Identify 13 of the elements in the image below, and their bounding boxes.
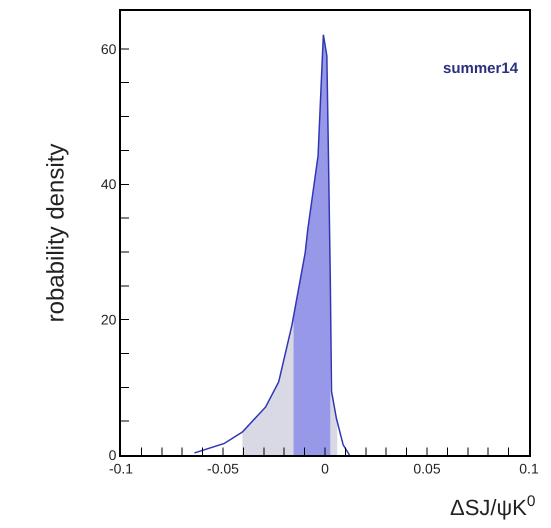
x-tick-label: 0.1 bbox=[519, 460, 539, 477]
annotation: summer14 bbox=[443, 60, 519, 77]
y-tick-label: 60 bbox=[100, 40, 117, 57]
y-tick-label: 20 bbox=[100, 312, 117, 328]
x-tick-label: 0 bbox=[321, 460, 330, 477]
x-tick-label: -0.05 bbox=[207, 460, 240, 477]
x-tick-label: -0.1 bbox=[108, 460, 134, 477]
x-axis-title: ΔSJ/ψK$^{0}$ bbox=[450, 493, 536, 520]
x-tick-label: 0.05 bbox=[413, 460, 441, 477]
y-tick-label: 0 bbox=[108, 446, 117, 463]
line-series bbox=[194, 34, 350, 455]
y-axis-title: robability density bbox=[42, 144, 70, 322]
y-tick-label: 40 bbox=[100, 176, 117, 192]
